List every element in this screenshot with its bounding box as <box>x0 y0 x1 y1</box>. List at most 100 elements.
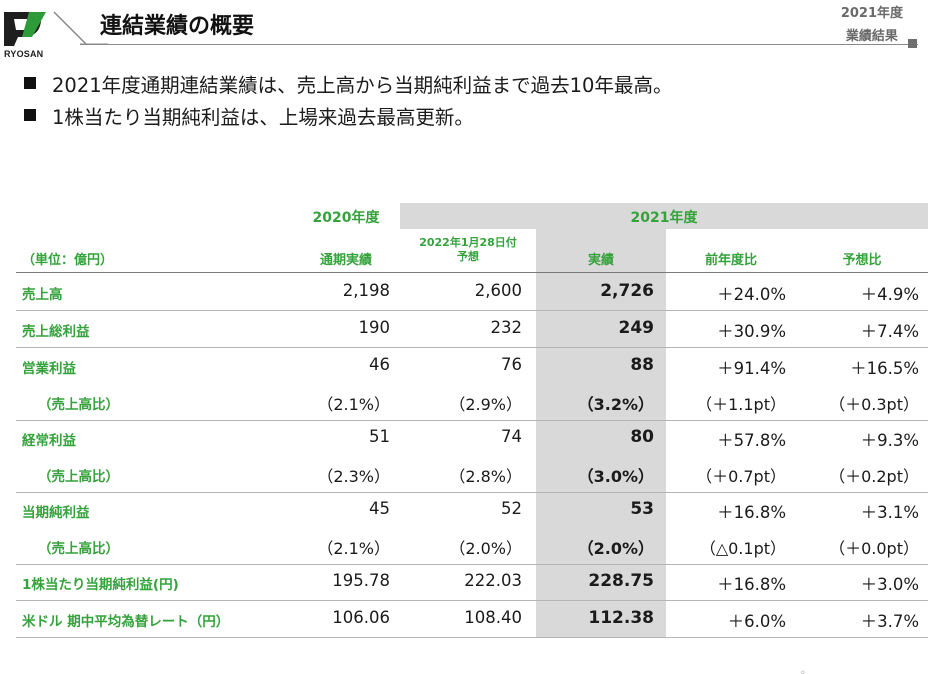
cell-c2: 222.03 <box>464 571 522 590</box>
row-label: 米ドル 期中平均為替レート（円） <box>22 614 230 630</box>
ryosan-logo: RYOSAN <box>2 10 62 59</box>
cell-c1: 106.06 <box>332 608 390 627</box>
cell-c1: 45 <box>369 499 390 518</box>
row-divider <box>16 492 928 493</box>
cell-c3: 2,726 <box>600 281 654 301</box>
results-table: 2020年度 2021年度 （単位：億円） 通期実績 2022年1月28日付 予… <box>16 200 928 640</box>
table-row: 営業利益 46 76 88 ＋91.4% ＋16.5% <box>16 348 928 384</box>
unit-label: （単位：億円） <box>22 253 114 268</box>
col-header-forecast: 2022年1月28日付 予想 <box>400 236 536 264</box>
cell-c3: （3.0%） <box>577 467 654 486</box>
bullet-square-icon <box>24 109 36 121</box>
cell-c4: ＋57.8% <box>717 431 786 450</box>
header-divider-line <box>16 272 928 273</box>
cell-c2: 2,600 <box>474 281 522 300</box>
cell-c4: （＋1.1pt） <box>696 395 786 414</box>
cell-c2: 74 <box>501 427 522 446</box>
cell-c4: ＋6.0% <box>727 612 786 631</box>
cell-c2: 52 <box>501 499 522 518</box>
actual-column-highlight <box>536 229 666 637</box>
cell-c5: （＋0.0pt） <box>829 539 919 558</box>
row-label: 売上総利益 <box>22 324 90 340</box>
row-label: 営業利益 <box>22 361 76 377</box>
cell-c2: 76 <box>501 355 522 374</box>
cell-c5: ＋3.7% <box>860 612 919 631</box>
row-label: 当期純利益 <box>22 505 90 521</box>
section-tag-label: 業績結果 <box>845 29 898 44</box>
ryosan-logo-mark <box>4 12 46 46</box>
cell-c4: ＋16.8% <box>717 503 786 522</box>
col-header-actual: 実績 <box>587 253 614 268</box>
row-label: 売上高 <box>22 287 63 303</box>
cell-c3: 80 <box>630 427 654 447</box>
row-divider <box>16 637 928 638</box>
col-header-full-year-actual: 通期実績 <box>319 253 372 268</box>
cell-c1: 190 <box>358 318 391 337</box>
cell-c4: ＋16.8% <box>717 575 786 594</box>
cell-c4: ＋91.4% <box>717 359 786 378</box>
cell-c2: （2.9%） <box>449 395 522 414</box>
table-row: 米ドル 期中平均為替レート（円） 106.06 108.40 112.38 ＋6.0% ＋… <box>16 601 928 637</box>
summary-bullets: 2021年度通期連結業績は、売上高から当期純利益まで過去10年最高。 1株当たり… <box>20 67 672 131</box>
cell-c5: ＋16.5% <box>850 359 919 378</box>
row-divider <box>16 564 928 565</box>
cell-c2: （2.8%） <box>449 467 522 486</box>
header-fy2021: 2021年度 <box>630 210 698 226</box>
table-row: 経常利益 51 74 80 ＋57.8% ＋9.3% <box>16 420 928 456</box>
cell-c5: ＋3.1% <box>860 503 919 522</box>
section-tag-marker <box>908 39 917 48</box>
row-label: 経常利益 <box>22 433 76 449</box>
cell-c2: 108.40 <box>464 608 522 627</box>
cell-c3: 228.75 <box>588 571 654 591</box>
col-header-yoy: 前年度比 <box>704 253 757 268</box>
cell-c1: （2.3%） <box>317 467 390 486</box>
cell-c5: （＋0.3pt） <box>829 395 919 414</box>
cell-c4: ＋30.9% <box>717 322 786 341</box>
row-label: （売上高比） <box>38 397 119 413</box>
row-label: 1株当たり当期純利益(円) <box>22 577 179 593</box>
cell-c2: 232 <box>490 318 523 337</box>
logo-text: RYOSAN <box>4 49 44 59</box>
fy2021-header-band <box>400 203 928 229</box>
col-header-forecast-label: 予想 <box>457 250 479 263</box>
cell-c1: 46 <box>369 355 390 374</box>
cell-c5: ＋4.9% <box>860 285 919 304</box>
title-slash-decoration <box>53 11 108 45</box>
cell-c2: （2.0%） <box>449 539 522 558</box>
bullet-item: 2021年度通期連結業績は、売上高から当期純利益まで過去10年最高。 <box>20 67 672 99</box>
row-divider <box>16 310 928 311</box>
section-tag: 2021年度 業績結果 <box>841 2 903 48</box>
row-label: （売上高比） <box>38 541 119 557</box>
row-label: （売上高比） <box>38 469 119 485</box>
header-fy2020: 2020年度 <box>312 210 380 226</box>
col-header-forecast-date: 2022年1月28日付 <box>419 236 517 249</box>
cell-c1: 195.78 <box>332 571 390 590</box>
cell-c1: 2,198 <box>342 281 390 300</box>
cell-c3: 112.38 <box>588 608 654 628</box>
row-divider <box>16 420 928 421</box>
bullet-text: 1株当たり当期純利益は、上場来過去最高更新。 <box>52 105 474 129</box>
table-row: （売上高比） （2.3%） （2.8%） （3.0%） （＋0.7pt） （＋0.2pt） <box>16 456 928 492</box>
table-row: 売上総利益 190 232 249 ＋30.9% ＋7.4% <box>16 311 928 347</box>
bullet-square-icon <box>24 77 36 89</box>
cell-c1: （2.1%） <box>317 539 390 558</box>
page-title: 連結業績の概要 <box>100 14 255 39</box>
table-row: 売上高 2,198 2,600 2,726 ＋24.0% ＋4.9% <box>16 274 928 310</box>
table-row: （売上高比） （2.1%） （2.0%） （2.0%） （△0.1pt） （＋0.0pt） <box>16 528 928 564</box>
cell-c5: ＋3.0% <box>860 575 919 594</box>
cell-c1: 51 <box>369 427 390 446</box>
row-divider <box>16 600 928 601</box>
cell-c3: 53 <box>630 499 654 519</box>
header-divider <box>80 44 918 45</box>
table-row: 1株当たり当期純利益(円) 195.78 222.03 228.75 ＋16.8% ＋3.… <box>16 564 928 600</box>
bullet-item: 1株当たり当期純利益は、上場来過去最高更新。 <box>20 99 672 131</box>
cell-c4: ＋24.0% <box>717 285 786 304</box>
cell-c1: （2.1%） <box>317 395 390 414</box>
cell-c5: （＋0.2pt） <box>829 467 919 486</box>
section-tag-year: 2021年度 <box>840 6 903 21</box>
table-row: （売上高比） （2.1%） （2.9%） （3.2%） （＋1.1pt） （＋0.3pt） <box>16 384 928 420</box>
cell-c3: 249 <box>618 318 655 338</box>
footer-mark: ◦ <box>800 668 806 674</box>
cell-c4: （＋0.7pt） <box>696 467 786 486</box>
cell-c3: （2.0%） <box>577 539 654 558</box>
